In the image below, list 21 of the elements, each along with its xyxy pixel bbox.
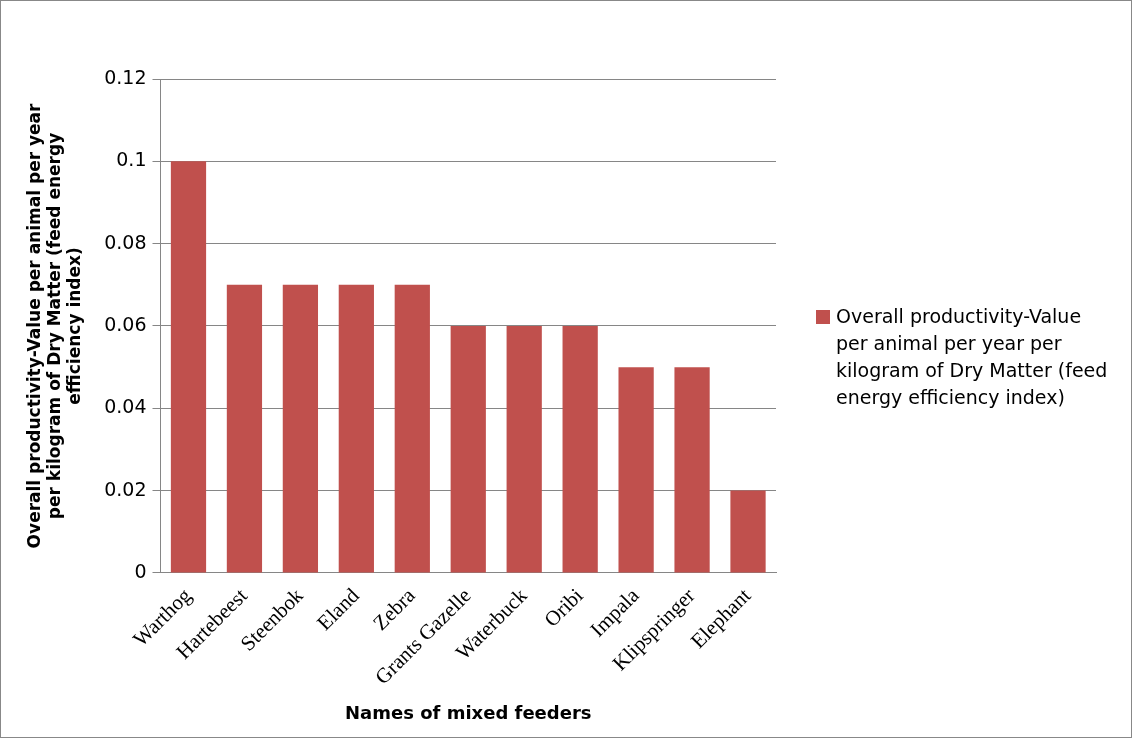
y-tick-label: 0 — [134, 559, 147, 582]
bar — [562, 325, 598, 573]
bar — [170, 161, 207, 573]
bar — [338, 284, 374, 573]
bar — [506, 325, 542, 573]
bar — [730, 490, 766, 573]
y-tick-label: 0.1 — [116, 148, 147, 171]
bar — [226, 284, 263, 573]
bar — [282, 284, 319, 573]
bar — [394, 284, 430, 573]
bar — [674, 367, 710, 573]
bar — [618, 367, 654, 573]
legend-label: Overall productivity-Value per animal per year per kilogram of Dry Matter (feed energy efficiency index) — [836, 304, 1109, 410]
y-axis-title: Overall productivity-Value per animal per year per kilogram of Dry Matter (feed energy efficiency index) — [23, 102, 85, 549]
bar — [450, 325, 486, 573]
y-tick-label: 0.06 — [104, 312, 147, 335]
y-tick-label: 0.12 — [104, 65, 147, 88]
x-axis-title: Names of mixed feeders — [345, 701, 592, 723]
y-tick-label: 0.08 — [104, 230, 147, 253]
y-tick-label: 0.02 — [104, 477, 147, 500]
y-tick-label: 0.04 — [104, 395, 147, 418]
